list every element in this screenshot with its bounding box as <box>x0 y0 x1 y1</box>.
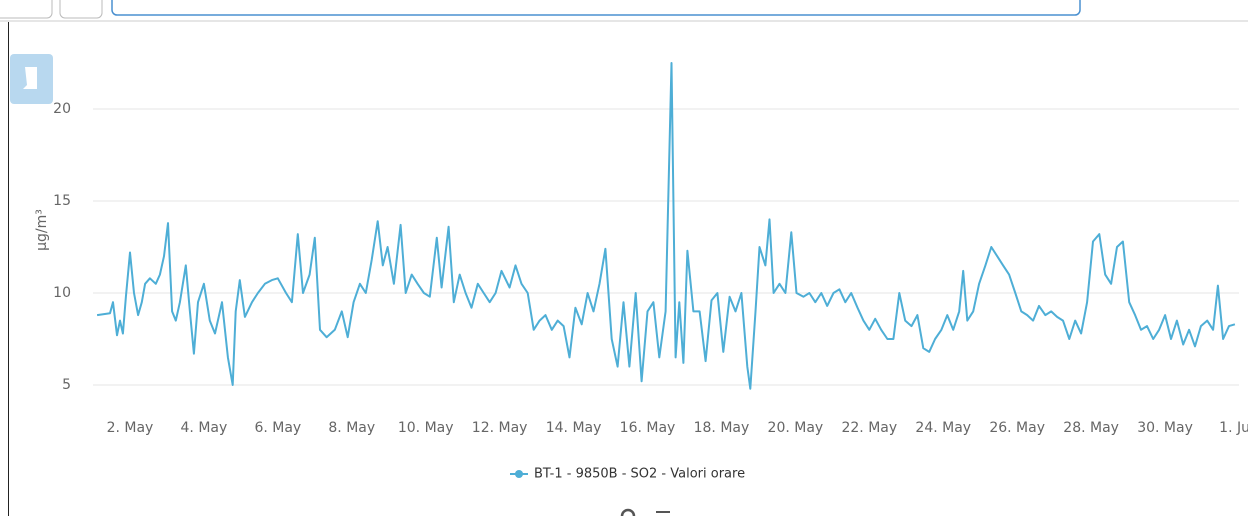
x-tick-label: 20. May <box>768 420 824 436</box>
y-tick-label: 20 <box>53 101 71 117</box>
export-icon <box>23 67 37 89</box>
y-axis-title: µg/m³ <box>34 209 50 251</box>
button[interactable] <box>59 0 103 19</box>
x-tick-label: 4. May <box>181 420 228 436</box>
y-tick-label: 10 <box>53 285 71 301</box>
x-tick-label: 2. May <box>107 420 154 436</box>
text-input[interactable] <box>111 0 1081 16</box>
x-tick-label: 1. Jun <box>1219 420 1248 436</box>
x-tick-label: 12. May <box>472 420 528 436</box>
x-tick-label: 28. May <box>1063 420 1119 436</box>
data-line <box>96 62 1236 390</box>
legend-marker <box>515 470 523 478</box>
x-tick-label: 10. May <box>398 420 454 436</box>
button[interactable] <box>0 0 53 19</box>
x-tick-label: 16. May <box>620 420 676 436</box>
y-tick-label: 15 <box>53 193 71 209</box>
x-tick-label: 18. May <box>694 420 750 436</box>
x-tick-label: 8. May <box>328 420 375 436</box>
icon[interactable] <box>620 508 636 516</box>
x-tick-label: 6. May <box>254 420 301 436</box>
x-tick-label: 26. May <box>989 420 1045 436</box>
x-tick-label: 30. May <box>1137 420 1193 436</box>
x-tick-label: 14. May <box>546 420 602 436</box>
legend[interactable]: BT-1 - 9850B - SO2 - Valori orare <box>510 467 745 482</box>
legend-label[interactable]: BT-1 - 9850B - SO2 - Valori orare <box>534 467 745 482</box>
y-tick-label: 5 <box>62 377 71 393</box>
x-tick-label: 22. May <box>841 420 897 436</box>
x-tick-label: 24. May <box>915 420 971 436</box>
